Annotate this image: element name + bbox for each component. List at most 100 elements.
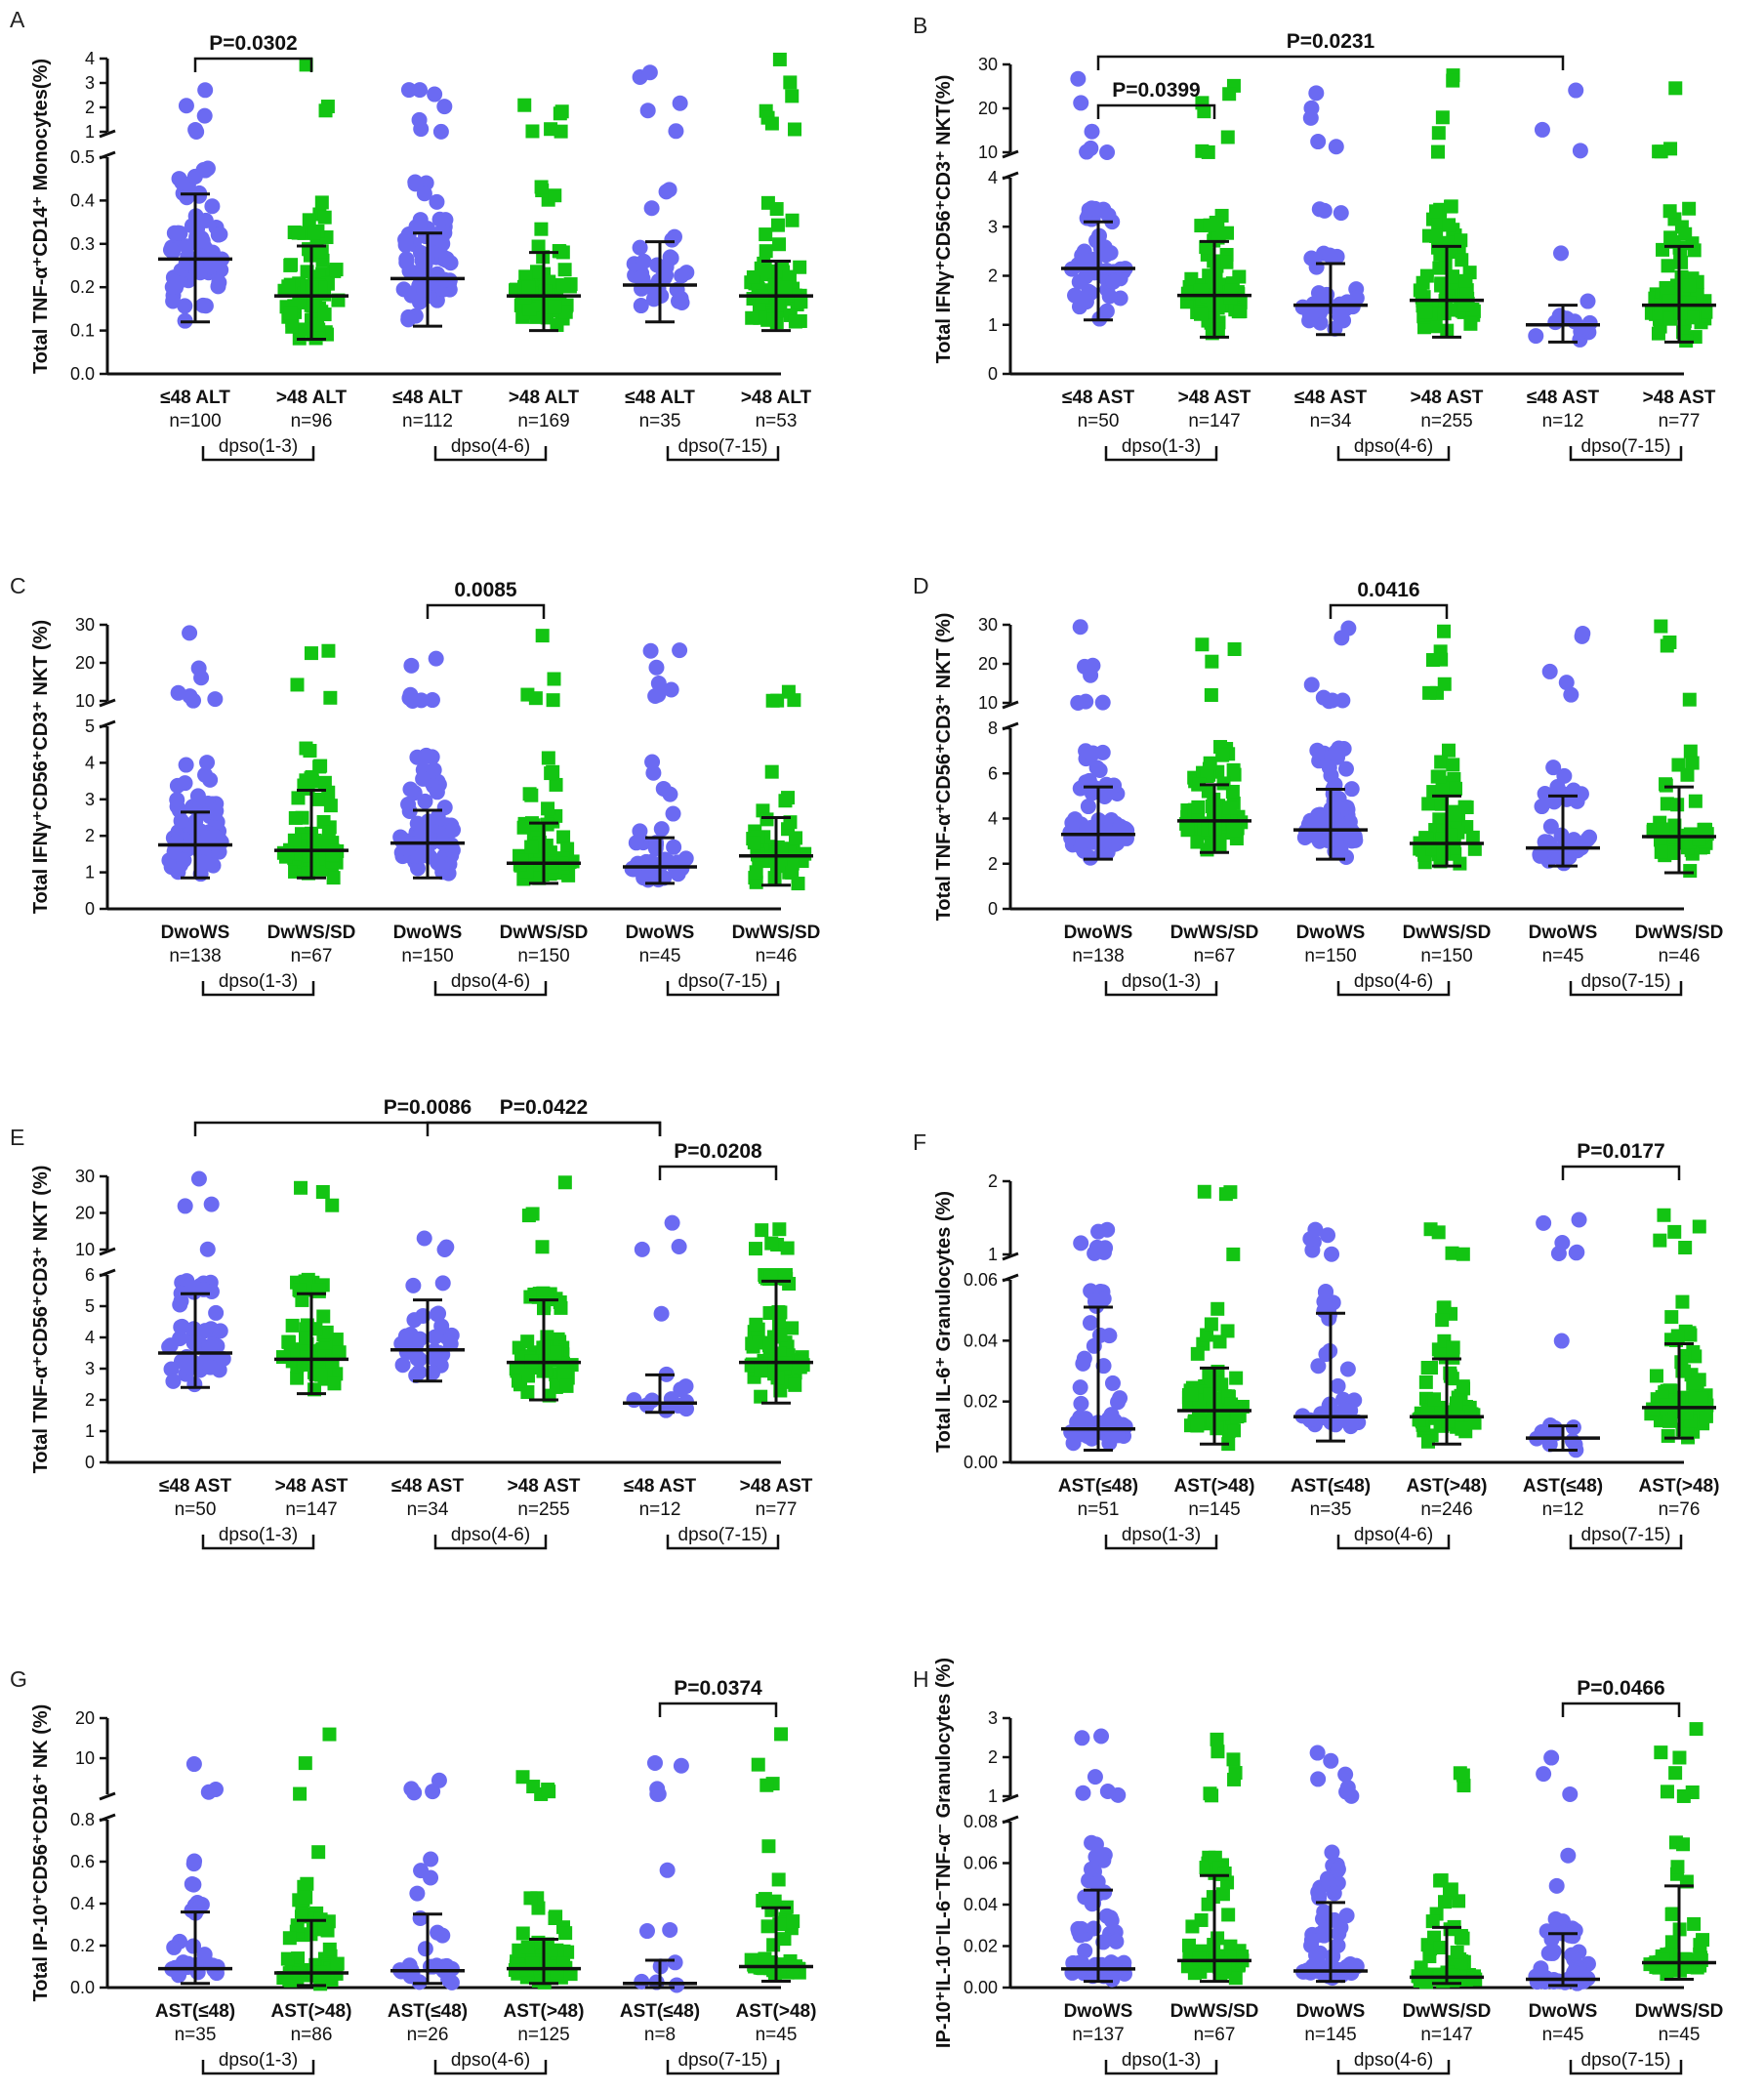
x-count-label: n=77 <box>1659 411 1701 431</box>
data-point <box>294 1180 308 1195</box>
data-point <box>1581 829 1598 845</box>
data-point <box>319 1325 334 1339</box>
x-count-label: n=96 <box>291 411 333 431</box>
data-point <box>432 123 449 140</box>
data-point <box>653 1305 670 1322</box>
data-point <box>205 857 222 874</box>
y-tick-label: 8 <box>988 718 998 738</box>
data-point <box>774 1727 789 1742</box>
data-point <box>1067 287 1084 304</box>
data-point <box>400 311 417 328</box>
data-point <box>558 1926 573 1941</box>
significance-bracket <box>426 603 546 619</box>
data-point <box>1089 1873 1106 1890</box>
x-category-label: AST(≤48) <box>155 2001 235 2022</box>
data-point <box>1431 1225 1446 1240</box>
data-point <box>442 255 459 271</box>
axis-break-mark <box>1002 149 1019 159</box>
data-point <box>1073 1395 1089 1412</box>
error-bar <box>739 1906 813 1984</box>
x-category-label: AST(>48) <box>1407 1476 1488 1497</box>
panel-b: B Total IFNγ⁺CD56⁺CD3⁺ NKT(%) 0 1 2 3 4 10 20 30 ≤… <box>913 13 1716 462</box>
x-count-label: n=100 <box>169 411 221 431</box>
x-category-label: ≤48 AST <box>624 1476 697 1497</box>
series-points <box>161 1170 231 1393</box>
data-point <box>315 1184 330 1199</box>
x-category-label: >48 ALT <box>509 388 580 408</box>
data-point <box>534 180 549 194</box>
data-point <box>1095 1358 1112 1375</box>
data-point <box>749 1317 763 1332</box>
data-point <box>1338 1784 1355 1800</box>
data-point <box>1228 1766 1243 1781</box>
data-point <box>1228 1971 1243 1986</box>
data-point <box>769 202 784 217</box>
data-point <box>196 107 213 124</box>
y-tick-label: 0.0 <box>70 1978 95 1997</box>
data-point <box>1338 848 1355 865</box>
y-tick-label: 0.04 <box>964 1895 998 1914</box>
data-point <box>1310 1358 1327 1375</box>
data-point <box>290 1371 305 1385</box>
data-point <box>746 1339 760 1354</box>
group-label: dpso(7-15) <box>1581 971 1671 992</box>
data-point <box>1194 307 1209 321</box>
data-point <box>325 1354 340 1369</box>
data-point <box>1686 1376 1701 1391</box>
data-point <box>662 249 678 266</box>
data-point <box>1654 1745 1668 1760</box>
group-label: dpso(1-3) <box>1122 971 1201 992</box>
data-point <box>1455 253 1469 267</box>
data-point <box>638 1397 655 1414</box>
group-bracket <box>1569 446 1683 462</box>
x-category-label: ≤48 ALT <box>625 388 695 408</box>
data-point <box>1310 1771 1327 1787</box>
y-tick-label: 0.4 <box>70 190 95 210</box>
group-label: dpso(7-15) <box>678 971 768 992</box>
axis-break-mark <box>99 1247 116 1256</box>
data-point <box>190 1900 207 1916</box>
data-point <box>764 764 779 779</box>
data-point <box>397 237 414 254</box>
data-point <box>1679 1406 1694 1420</box>
y-tick-label: 10 <box>978 693 998 713</box>
data-point <box>1694 1952 1708 1967</box>
data-point <box>1692 1219 1706 1234</box>
data-point <box>405 1277 422 1293</box>
x-count-label: n=67 <box>291 946 333 966</box>
error-bar <box>1410 794 1484 868</box>
y-tick-label: 4 <box>988 168 998 187</box>
x-category-label: ≤48 AST <box>1527 388 1600 408</box>
data-point <box>402 781 419 798</box>
data-point <box>624 861 640 878</box>
data-point <box>1104 1375 1121 1391</box>
data-point <box>1456 1779 1471 1793</box>
p-value-label: 0.0085 <box>454 579 517 601</box>
data-point <box>169 792 185 808</box>
y-tick-label: 0.04 <box>964 1331 998 1350</box>
error-bar <box>158 1910 232 1986</box>
y-tick-label: 30 <box>75 615 95 635</box>
x-count-label: n=67 <box>1194 946 1236 966</box>
data-point <box>1437 624 1452 638</box>
group-bracket <box>1104 446 1218 462</box>
data-point <box>1218 1187 1233 1202</box>
data-point <box>436 99 453 115</box>
y-tick-label: 0.00 <box>964 1978 998 1997</box>
y-tick-label: 0.5 <box>70 147 95 167</box>
x-count-label: n=35 <box>175 2025 217 2045</box>
data-point <box>1412 1413 1426 1427</box>
group-bracket <box>1569 981 1683 997</box>
group-label: dpso(7-15) <box>1581 2050 1671 2071</box>
group-label: dpso(4-6) <box>451 1525 530 1545</box>
data-point <box>1435 1313 1450 1328</box>
data-point <box>162 242 179 259</box>
data-point <box>1315 689 1332 706</box>
data-point <box>1323 1752 1339 1769</box>
x-category-label: DwWS/SD <box>1635 923 1724 943</box>
data-point <box>788 314 802 329</box>
data-point <box>1662 204 1677 219</box>
data-point <box>764 116 779 131</box>
data-point <box>431 211 448 227</box>
data-point <box>1575 625 1591 641</box>
